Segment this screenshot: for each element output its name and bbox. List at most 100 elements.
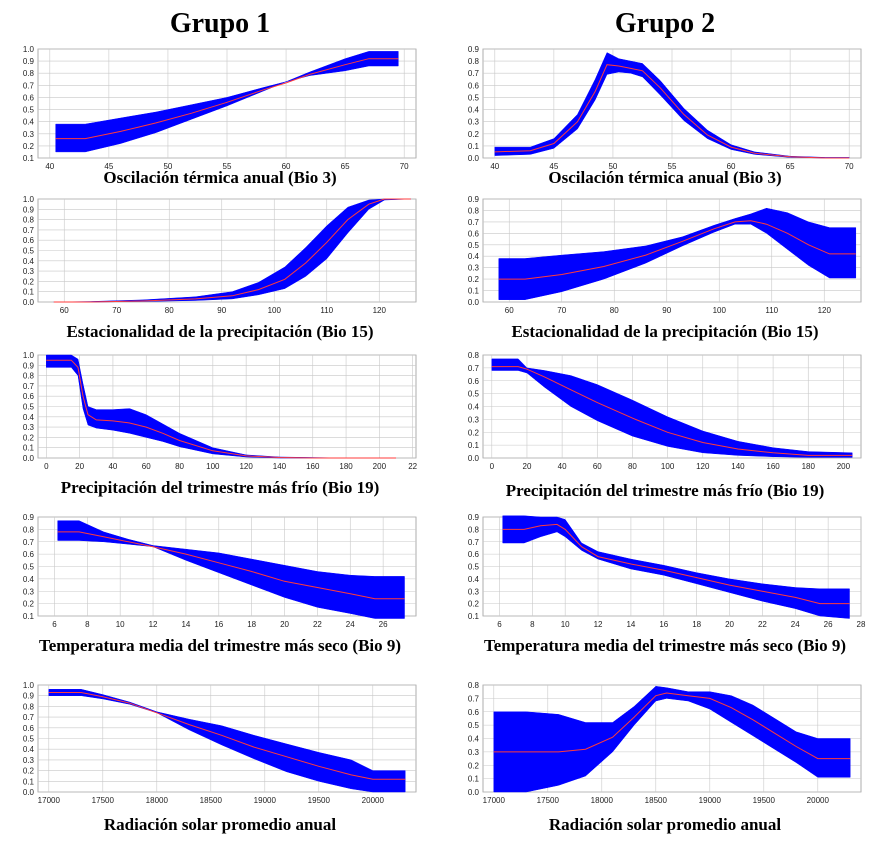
chart-label-g1-bio9: Temperatura media del trimestre más seco… [38, 636, 402, 655]
y-tick-label: 0.1 [23, 612, 35, 621]
y-tick-label: 0.9 [468, 195, 480, 204]
y-tick-label: 0.1 [23, 288, 35, 297]
x-tick-label: 45 [104, 162, 113, 171]
y-tick-label: 0.7 [468, 69, 480, 78]
x-tick-label: 18000 [591, 796, 614, 805]
chart-panel-g2-bio19: 0.0 0.1 0.2 0.3 0.4 0.5 0.6 0.7 0.8 0 20 40 60 80 100 1… [455, 350, 875, 502]
x-tick-label: 17500 [537, 796, 560, 805]
x-tick-label: 70 [557, 306, 566, 315]
x-tick-label: 19000 [254, 796, 277, 805]
group-1-title: Grupo 1 [169, 8, 271, 39]
y-tick-label: 1.0 [23, 45, 35, 54]
chart-panel-g2-rad: 0.0 0.1 0.2 0.3 0.4 0.5 0.6 0.7 0.8 17000 17500 180… [455, 680, 875, 845]
y-tick-label: 0.7 [23, 382, 35, 391]
y-tick-label: 0.1 [23, 777, 35, 786]
mean-response-line [53, 198, 411, 303]
x-tick-label: 0 [490, 462, 495, 471]
y-tick-label: 0.5 [23, 403, 35, 412]
x-tick-label: 16 [214, 620, 223, 629]
y-tick-label: 0.4 [23, 413, 35, 422]
y-tick-label: 0.4 [468, 575, 480, 584]
y-tick-label: 0.1 [468, 142, 480, 151]
y-tick-label: 0.7 [468, 218, 480, 227]
x-tick-label: 160 [766, 462, 780, 471]
y-tick-label: 0.0 [468, 298, 480, 307]
chart-panel-g1-bio15: 0.0 0.1 0.2 0.3 0.4 0.5 0.6 0.7 0.8 0.9 1.0 60 70 80 9… [10, 194, 430, 346]
y-tick-label: 0.9 [468, 45, 480, 54]
y-tick-label: 0.2 [23, 277, 35, 286]
chart-panel-g1-bio19: 0.0 0.1 0.2 0.3 0.4 0.5 0.6 0.7 0.8 0.9 1.0 0 20 40 60… [10, 350, 430, 502]
x-tick-label: 110 [765, 306, 778, 315]
y-tick-label: 0.8 [23, 372, 35, 381]
x-tick-label: 60 [60, 306, 69, 315]
y-tick-label: 0.9 [23, 205, 35, 214]
chart-svg-g2-rad: 0.0 0.1 0.2 0.3 0.4 0.5 0.6 0.7 0.8 17000 17500 180… [468, 681, 862, 805]
x-tick-label: 26 [824, 620, 833, 629]
y-tick-label: 0.4 [468, 252, 480, 261]
confidence-band [48, 689, 406, 793]
y-tick-label: 0.5 [23, 735, 35, 744]
y-tick-label: 0.2 [23, 600, 35, 609]
mean-response-line [493, 692, 851, 760]
chart-svg-g1-bio3: 0.1 0.2 0.3 0.4 0.5 0.6 0.7 0.8 0.9 1.0 40 45 50 55 60… [23, 45, 417, 171]
x-tick-label: 0 [44, 462, 49, 471]
x-tick-label: 120 [818, 306, 832, 315]
chart-panel-g1-rad: 0.0 0.1 0.2 0.3 0.4 0.5 0.6 0.7 0.8 0.9 1.0 17000 17… [10, 680, 430, 845]
x-tick-label: 160 [306, 462, 320, 471]
x-tick-label: 12 [594, 620, 603, 629]
y-tick-label: 0.2 [23, 433, 35, 442]
chart-svg-g1-bio15: 0.00.1 0.20.30.40.5 0.60.70.8 0.91.0 60 70 80 9… [23, 195, 417, 315]
chart-svg-g2-bio15: 0.0 0.1 0.2 0.3 0.4 0.5 0.6 0.7 0.8 0.9 60 70 80 90 10… [468, 195, 862, 315]
confidence-band [493, 686, 851, 793]
x-tick-label: 18500 [645, 796, 668, 805]
y-tick-label: 0.6 [468, 708, 480, 717]
y-tick-label: 0.3 [468, 587, 480, 596]
y-tick-label: 0.3 [468, 118, 480, 127]
y-tick-label: 0.7 [23, 713, 35, 722]
x-tick-label: 6 [497, 620, 502, 629]
x-tick-label: 20 [725, 620, 734, 629]
x-tick-label: 20 [523, 462, 532, 471]
y-tick-label: 0.3 [23, 587, 35, 596]
y-tick-label: 0.2 [23, 142, 35, 151]
y-tick-label: 0.8 [468, 351, 480, 360]
x-tick-label: 40 [108, 462, 117, 471]
x-tick-label: 20 [280, 620, 289, 629]
y-tick-label: 0.3 [468, 264, 480, 273]
y-tick-label: 0.0 [23, 298, 35, 307]
mean-response-line [498, 220, 856, 280]
x-tick-label: 80 [165, 306, 174, 315]
x-tick-label: 55 [223, 162, 232, 171]
mean-response-line [46, 359, 396, 459]
x-tick-label: 17000 [38, 796, 61, 805]
mean-response-line [57, 531, 405, 600]
x-tick-label: 120 [373, 306, 387, 315]
mean-response-line [48, 692, 406, 780]
x-tick-label: 12 [149, 620, 158, 629]
y-tick-label: 1.0 [23, 195, 35, 204]
x-tick-label: 19500 [308, 796, 331, 805]
x-tick-label: 6 [52, 620, 57, 629]
x-tick-label: 17000 [483, 796, 506, 805]
x-tick-label: 24 [346, 620, 355, 629]
y-tick-label: 0.8 [468, 681, 480, 690]
y-tick-label: 1.0 [23, 351, 35, 360]
chart-svg-g2-bio3: 0.0 0.1 0.2 0.3 0.4 0.5 0.6 0.7 0.8 0.9 40 45 50 55 60… [468, 45, 862, 171]
x-tick-label: 80 [628, 462, 637, 471]
x-tick-label: 200 [837, 462, 851, 471]
y-tick-label: 0.6 [468, 377, 480, 386]
y-tick-label: 0.5 [468, 390, 480, 399]
x-tick-label: 26 [379, 620, 388, 629]
x-tick-label: 60 [505, 306, 514, 315]
x-tick-label: 18 [247, 620, 256, 629]
x-tick-label: 80 [610, 306, 619, 315]
y-tick-label: 0.5 [23, 563, 35, 572]
y-tick-label: 0.4 [468, 735, 480, 744]
x-tick-label: 14 [626, 620, 635, 629]
y-tick-label: 0.3 [23, 756, 35, 765]
y-tick-label: 0.6 [23, 93, 35, 102]
x-tick-label: 10 [116, 620, 125, 629]
x-tick-label: 70 [112, 306, 121, 315]
x-tick-label: 40 [490, 162, 499, 171]
chart-svg-g2-bio19: 0.0 0.1 0.2 0.3 0.4 0.5 0.6 0.7 0.8 0 20 40 60 80 100 1… [468, 351, 862, 471]
